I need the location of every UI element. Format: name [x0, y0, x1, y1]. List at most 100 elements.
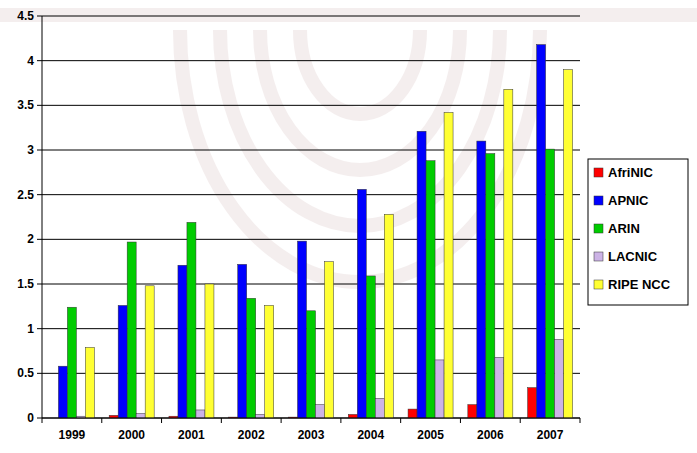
bar: [546, 149, 555, 418]
bar: [435, 360, 444, 418]
bar: [58, 366, 67, 418]
x-tick-label: 2006: [477, 428, 504, 442]
bar: [495, 357, 504, 418]
legend-swatch: [594, 196, 603, 205]
x-tick: [580, 418, 581, 423]
y-tick: [37, 16, 42, 17]
y-tick-label: 3.5: [17, 98, 34, 112]
y-tick: [37, 284, 42, 285]
bar: [85, 347, 94, 418]
bar: [127, 242, 136, 418]
x-tick-label: 2004: [357, 428, 384, 442]
bar: [537, 45, 546, 418]
bar: [468, 405, 477, 418]
legend-label: LACNIC: [608, 249, 658, 264]
x-tick: [101, 418, 102, 423]
x-tick-label: 2001: [178, 428, 205, 442]
y-tick-label: 3: [27, 143, 34, 157]
grid-line: [42, 194, 580, 195]
x-tick-label: 1999: [59, 428, 86, 442]
x-tick-label: 2000: [118, 428, 145, 442]
y-tick-label: 4: [27, 54, 34, 68]
bar: [325, 262, 334, 418]
y-tick-label: 2: [27, 232, 34, 246]
x-tick-label: 2003: [298, 428, 325, 442]
bar: [298, 241, 307, 418]
grid-line: [42, 105, 580, 106]
x-tick: [221, 418, 222, 423]
y-tick: [37, 239, 42, 240]
x-tick-label: 2005: [417, 428, 444, 442]
legend-swatch: [594, 224, 603, 233]
legend-label: ARIN: [608, 221, 640, 236]
bar: [67, 307, 76, 418]
y-tick-label: 0: [27, 411, 34, 425]
x-axis: [42, 418, 580, 419]
bar: [307, 311, 316, 418]
watermark-arc: [260, 30, 460, 170]
x-tick: [520, 418, 521, 423]
bar: [564, 70, 573, 418]
y-tick-label: 4.5: [17, 9, 34, 23]
bar: [316, 405, 325, 418]
legend-label: AfriNIC: [608, 165, 653, 180]
bar: [504, 89, 513, 418]
legend: AfriNIC APNIC ARIN LACNIC RIPE NCC: [588, 159, 688, 305]
bar: [238, 264, 247, 418]
y-tick: [37, 194, 42, 195]
bar: [178, 265, 187, 418]
chart: 00.511.522.533.544.519992000200120022003…: [0, 0, 697, 453]
bar: [187, 222, 196, 418]
grid-line: [42, 60, 580, 61]
bar: [205, 284, 214, 418]
bar: [357, 189, 366, 418]
grid-line: [42, 418, 580, 419]
bar: [417, 131, 426, 418]
bar: [384, 214, 393, 418]
bars: [58, 45, 572, 418]
grid-line: [42, 150, 580, 151]
x-tick: [281, 418, 282, 423]
grid-line: [42, 239, 580, 240]
bar: [528, 388, 537, 418]
bar: [486, 154, 495, 418]
x-tick-label: 2007: [537, 428, 564, 442]
legend-label: APNIC: [608, 193, 649, 208]
bar: [247, 298, 256, 418]
bar: [265, 305, 274, 418]
y-tick: [37, 60, 42, 61]
legend-swatch: [594, 252, 603, 261]
grid-line: [42, 16, 580, 17]
watermark-arc: [300, 30, 420, 114]
bar: [426, 161, 435, 418]
legend-box: [588, 159, 688, 305]
y-tick-label: 0.5: [17, 366, 34, 380]
bar: [118, 305, 127, 418]
watermark-bar: [0, 8, 697, 22]
x-tick: [340, 418, 341, 423]
bar: [136, 414, 145, 418]
y-tick: [37, 105, 42, 106]
x-tick: [161, 418, 162, 423]
y-axis: [42, 16, 43, 418]
legend-swatch: [594, 280, 603, 289]
legend-label: RIPE NCC: [608, 277, 671, 292]
bar: [366, 276, 375, 418]
y-tick-label: 1.5: [17, 277, 34, 291]
bar: [477, 141, 486, 418]
x-tick: [42, 418, 43, 423]
bar: [196, 410, 205, 418]
y-tick-label: 1: [27, 322, 34, 336]
grid-line: [42, 284, 580, 285]
y-tick: [37, 418, 42, 419]
y-tick: [37, 328, 42, 329]
bar: [256, 414, 265, 418]
bar: [555, 339, 564, 418]
y-tick: [37, 150, 42, 151]
bar: [375, 398, 384, 418]
x-tick: [400, 418, 401, 423]
y-tick: [37, 373, 42, 374]
bar: [408, 409, 417, 418]
bar: [145, 286, 154, 418]
legend-swatch: [594, 168, 603, 177]
